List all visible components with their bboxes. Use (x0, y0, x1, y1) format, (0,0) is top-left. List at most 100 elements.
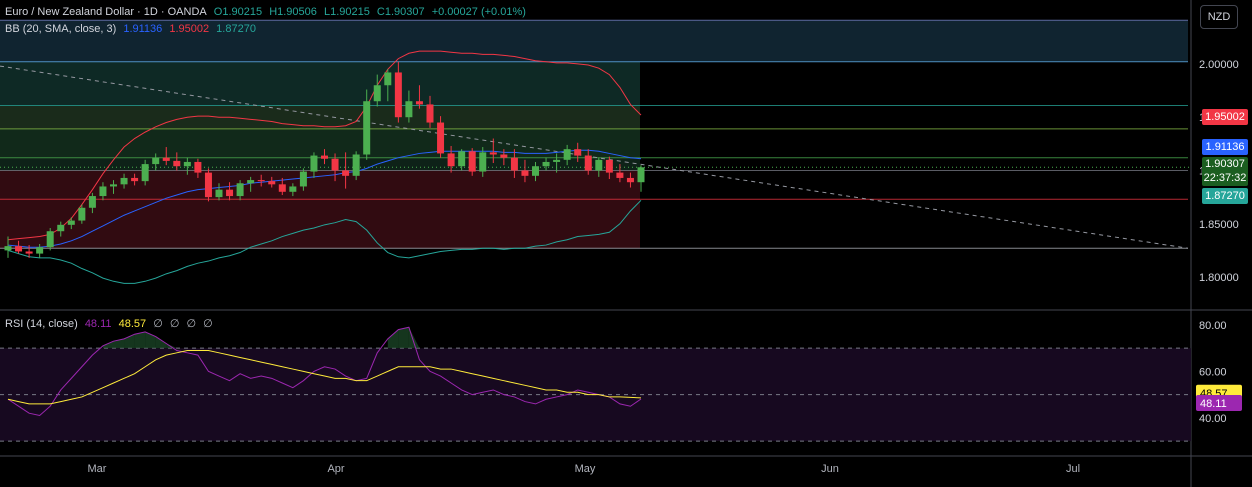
rsi-ma-line (7, 349, 642, 405)
candle-body (110, 184, 117, 187)
candle-body (120, 177, 128, 185)
ohlc-change: +0.00027 (+0.01%) (431, 6, 526, 18)
bb-basis-price-tag: 1.91136 (1202, 139, 1248, 155)
bar-countdown: 22:37:32 (1203, 172, 1247, 184)
price-tick-label: 1.80000 (1199, 272, 1239, 284)
candle-body (321, 155, 328, 159)
fib-zone (0, 105, 640, 129)
candle-body (236, 183, 244, 197)
candle-body (331, 158, 339, 171)
candle-body (595, 159, 603, 171)
time-tick-label: Jun (821, 463, 839, 475)
candle-body (584, 155, 592, 171)
bb-lower-value: 1.87270 (216, 23, 256, 35)
bb-basis-line (7, 149, 642, 248)
candle-body (574, 149, 582, 156)
last-price-tag: 1.90307 22:37:32 (1202, 157, 1248, 186)
candle-body (384, 72, 392, 86)
candle-body (310, 155, 318, 172)
candle-body (215, 189, 223, 198)
rsi-line (7, 326, 642, 417)
currency-button[interactable]: NZD (1200, 5, 1238, 29)
candle-body (183, 161, 191, 167)
candle-body (194, 161, 202, 173)
candle-body (99, 186, 107, 197)
candle-body (226, 189, 234, 197)
trendline (0, 65, 1189, 249)
rsi-overbought-fill (398, 327, 409, 349)
candle-body (468, 151, 476, 172)
candle-body (510, 157, 518, 171)
price-tick-label: 2.00000 (1199, 59, 1239, 71)
candle-body (173, 160, 181, 167)
fib-zone (0, 128, 640, 158)
candle-body (437, 122, 445, 154)
rsi-legend: RSI (14, close) 48.11 48.57 ∅ ∅ ∅ ∅ (5, 317, 217, 331)
candle-body (46, 231, 54, 248)
candle-body (257, 180, 265, 182)
candle-body (553, 159, 561, 162)
fib-zone (0, 61, 640, 106)
candle-body (373, 85, 381, 102)
candle-body (278, 184, 286, 192)
rsi-tick-label: 60.00 (1199, 366, 1227, 378)
rsi-overbought-fill (145, 331, 156, 349)
candle-body (15, 246, 23, 252)
candle-body (542, 161, 550, 167)
time-tick-label: Mar (88, 463, 107, 475)
candle-body (57, 224, 65, 232)
candle-body (88, 196, 96, 208)
candle-body (563, 149, 571, 160)
rsi-ma-value: 48.57 (118, 318, 147, 330)
bb-legend: BB (20, SMA, close, 3) 1.91136 1.95002 1… (5, 22, 260, 36)
candle-body (162, 157, 170, 161)
candle-body (426, 104, 434, 123)
candle-body (394, 72, 402, 118)
bb-lower-line (7, 199, 642, 284)
candle-body (363, 101, 371, 155)
fib-zone (0, 199, 640, 249)
candle-body (141, 164, 149, 182)
time-tick-label: Apr (327, 463, 344, 475)
fib-zone (0, 20, 1188, 62)
main-legend: Euro / New Zealand Dollar · 1D · OANDA O… (5, 5, 530, 19)
rsi-overbought-fill (113, 338, 125, 349)
rsi-overbought-fill (387, 329, 399, 349)
rsi-overbought-fill (124, 334, 135, 349)
rsi-overbought-fill (155, 336, 167, 349)
rsi-label[interactable]: RSI (14, close) (5, 318, 78, 330)
candle-body (4, 246, 12, 251)
rsi-extra-3: ∅ (186, 318, 197, 330)
rsi-extra-4: ∅ (203, 318, 213, 330)
candle-body (36, 247, 44, 254)
candle-body (152, 157, 160, 165)
candle-body (131, 177, 139, 182)
bb-label[interactable]: BB (20, SMA, close, 3) (5, 23, 117, 35)
candle-body (532, 166, 539, 176)
rsi-value-tag: 48.11 (1200, 398, 1227, 410)
ohlc-high: H1.90506 (269, 6, 317, 18)
bb-basis-value: 1.91136 (123, 23, 163, 35)
rsi-tick-label: 40.00 (1199, 413, 1227, 425)
ohlc-open: O1.90215 (213, 6, 263, 18)
rsi-overbought-fill (408, 327, 420, 349)
candle-body (289, 186, 297, 192)
candle-body (25, 251, 33, 254)
ohlc-low: L1.90215 (323, 6, 370, 18)
candle-body (637, 167, 645, 183)
candle-body (415, 101, 423, 105)
candle-body (299, 171, 307, 187)
candle-body (352, 154, 360, 176)
candle-body (204, 172, 212, 198)
bb-upper-value: 1.95002 (169, 23, 210, 35)
symbol-title[interactable]: Euro / New Zealand Dollar · 1D · OANDA (5, 6, 207, 18)
candle-body (500, 154, 508, 158)
candle-body (479, 152, 487, 172)
candle-body (521, 170, 529, 176)
rsi-overbought-fill (102, 341, 114, 349)
candle-body (405, 101, 413, 118)
candle-body (458, 151, 466, 167)
candle-body (605, 159, 613, 173)
rsi-extra-1: ∅ (153, 318, 163, 330)
